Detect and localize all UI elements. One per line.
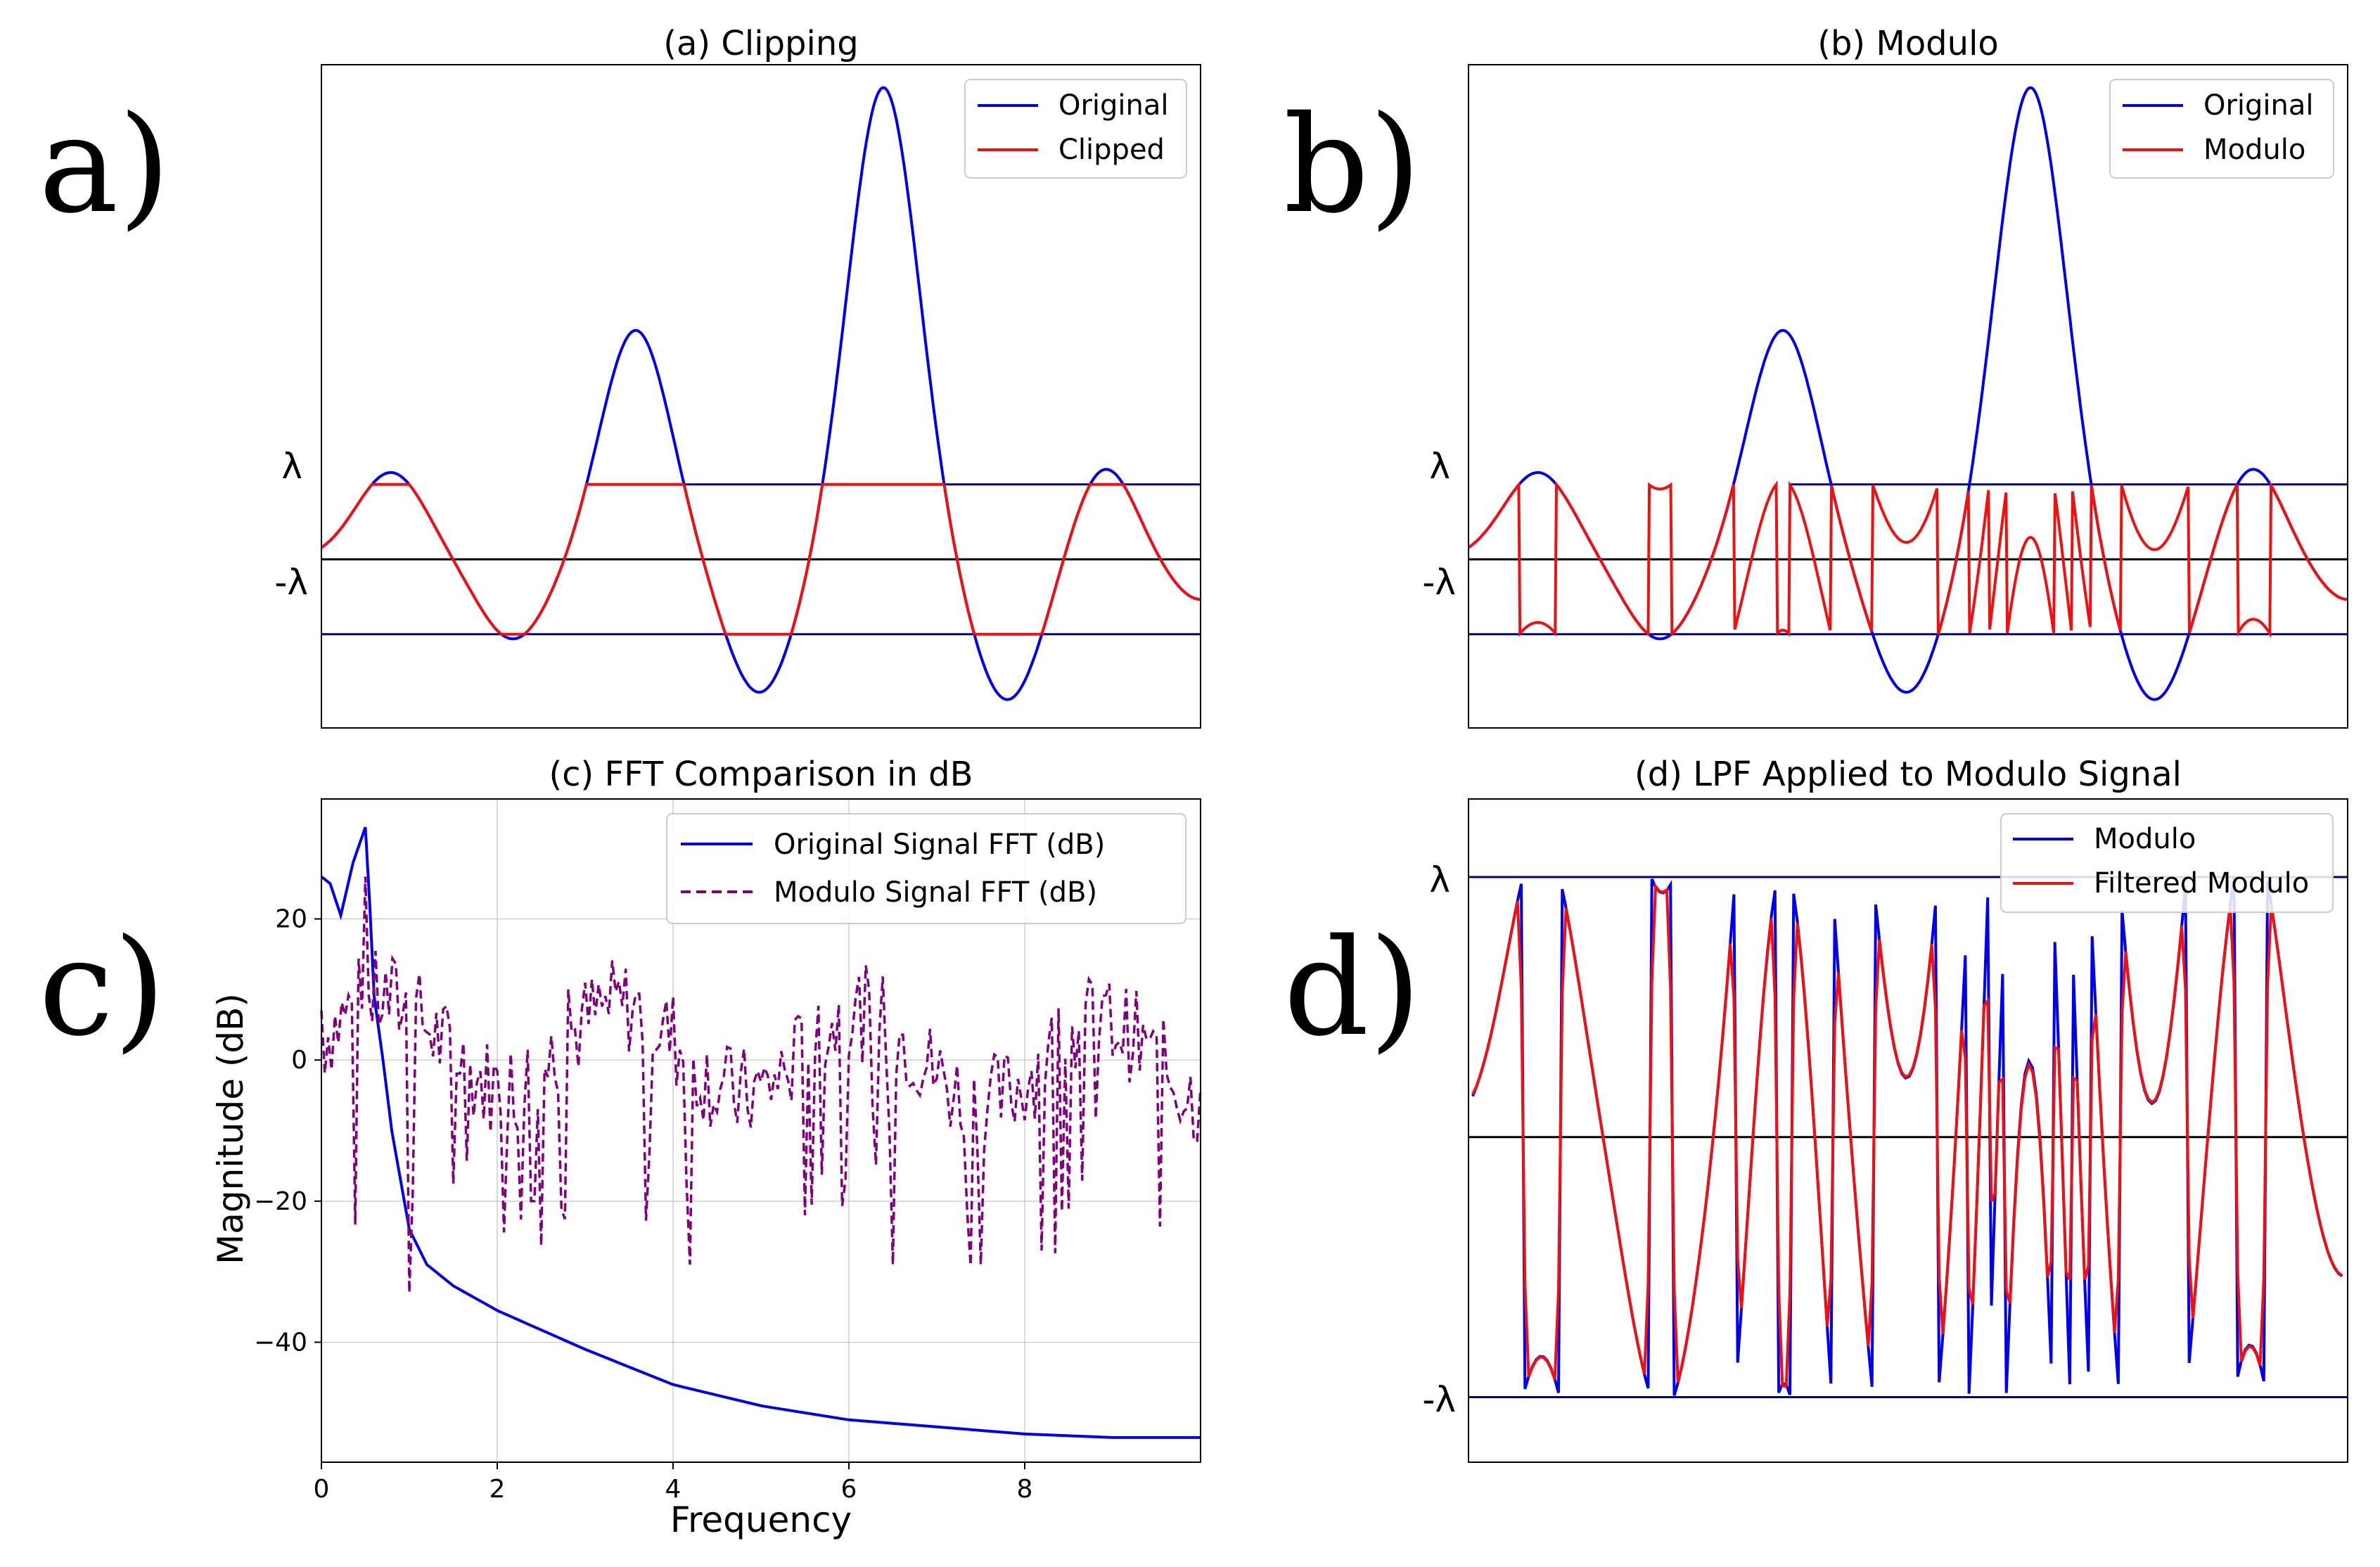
panel-d-ytick-neg-lambda: -λ [1422, 1379, 1456, 1420]
panel-c-ylabel: Magnitude (dB) [210, 993, 251, 1265]
panel-d-legend-box [2000, 813, 2334, 913]
panel-letter-d: d) [1284, 910, 1421, 1066]
panel-c-ytick-label: 20 [275, 905, 307, 934]
panel-d-legend-filtered: Filtered Modulo [2094, 867, 2309, 900]
panel-letter-c: c) [39, 910, 166, 1066]
panel-d-legend-modulo: Modulo [2094, 823, 2196, 855]
panel-a-legend: Original Clipped [964, 79, 1187, 179]
a-plot-series-original [320, 86, 1201, 701]
panel-b-legend-original: Original [2203, 89, 2314, 122]
panel-b-ytick-neg-lambda: -λ [1422, 562, 1456, 603]
panel-b-ytick-lambda: λ [1429, 446, 1450, 487]
panel-d-frame [1468, 798, 2348, 1463]
panel-c-series-original-fft [320, 826, 1201, 1439]
panel-c-xtick-label: 6 [841, 1475, 857, 1504]
panel-d-lpf: (d) LPF Applied to Modulo Signal λ -λ Mo… [1422, 755, 2348, 1463]
panel-a-ytick-neg-lambda: -λ [274, 562, 308, 603]
panel-c-xlabel: Frequency [670, 1499, 852, 1540]
panel-a-legend-clipped: Clipped [1058, 134, 1165, 166]
panel-c-legend-modulo: Modulo Signal FFT (dB) [774, 876, 1097, 909]
panel-d-plot-area [1469, 876, 2348, 1399]
panel-d-title: (d) LPF Applied to Modulo Signal [1634, 755, 2182, 794]
panel-c-ytick-label: 0 [291, 1046, 307, 1075]
panel-c-fft: (c) FFT Comparison in dB 0 2 4 6 8−40−20020 … [210, 755, 1202, 1540]
panel-c-legend-original: Original Signal FFT (dB) [774, 829, 1105, 861]
b-plot-series-modulo [1467, 480, 2348, 639]
b-plot-series-original [1467, 86, 2348, 701]
panel-c-legend: Original Signal FFT (dB) Modulo Signal F… [666, 813, 1186, 924]
panel-c-ticks: 0 2 4 6 8 −40 −20 0 20 [254, 905, 1032, 1504]
panel-a-ytick-lambda: λ [281, 446, 302, 487]
panel-c-legend-box [666, 813, 1186, 924]
panel-d-series-filtered [1471, 882, 2343, 1388]
panel-c-title: (c) FFT Comparison in dB [549, 755, 973, 794]
panel-c-ytick-label: −40 [254, 1328, 307, 1357]
panel-c-series-modulo-fft [320, 876, 1202, 1293]
panel-c-ytick-label: −20 [254, 1187, 307, 1216]
panel-a-legend-original: Original [1058, 89, 1169, 122]
panel-b-legend: Original Modulo [2109, 79, 2334, 179]
panel-letter-b: b) [1284, 87, 1421, 243]
panel-c-xtick-label: 8 [1017, 1475, 1033, 1504]
panel-c-plot-area [320, 826, 1202, 1439]
panel-c-xtick-label: 4 [665, 1475, 682, 1504]
panel-c-frame [321, 798, 1201, 1463]
panel-c-xtick-label: 0 [314, 1475, 330, 1504]
panel-b-plot-area [1467, 86, 2348, 701]
panel-a-clipping: (a) Clipping λ -λ Original Clipped [274, 24, 1201, 729]
panel-letter-a: a) [39, 87, 170, 243]
panel-a-title: (a) Clipping [663, 24, 858, 63]
panel-d-ytick-lambda: λ [1429, 859, 1450, 900]
panel-b-legend-modulo: Modulo [2203, 134, 2305, 166]
panel-b-frame [1468, 64, 2348, 729]
panel-a-frame [321, 64, 1201, 729]
a-plot-series-clipped [320, 482, 1201, 636]
panel-b-title: (b) Modulo [1817, 24, 1999, 63]
panel-d-legend: Modulo Filtered Modulo [2000, 813, 2334, 913]
panel-a-plot-area [320, 86, 1201, 701]
panel-c-xtick-label: 2 [490, 1475, 506, 1504]
panel-b-modulo: (b) Modulo λ -λ Original Modulo [1422, 24, 2348, 729]
